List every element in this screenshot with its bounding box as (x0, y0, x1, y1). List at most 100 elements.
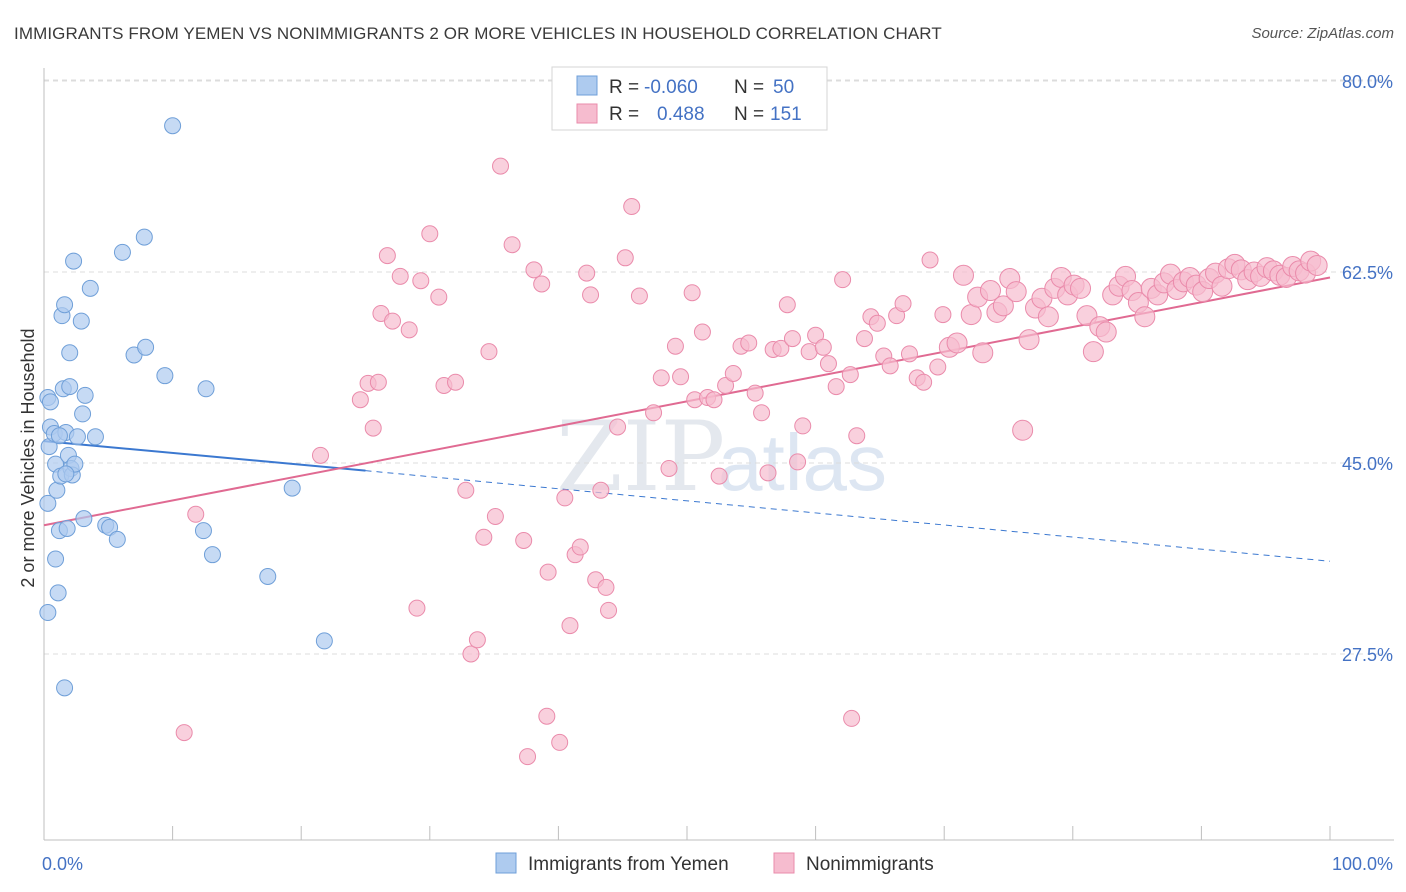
pink-point-71 (800, 343, 818, 361)
pink-point-38 (582, 286, 600, 304)
y-tick-label-1: 45.0% (1342, 454, 1393, 474)
pink-point-51 (672, 368, 690, 386)
pink-point-83 (881, 357, 899, 375)
pink-point-107 (1037, 306, 1059, 328)
pink-point-61 (740, 334, 758, 352)
blue-point-24 (68, 428, 86, 446)
watermark-zip: ZIP (556, 401, 725, 513)
pink-point-46 (630, 287, 648, 305)
pink-point-48 (652, 369, 670, 387)
trend-line-blue-dashed (365, 470, 1331, 562)
legend-n-label-pink: N = (734, 104, 764, 125)
pink-point-41 (597, 578, 615, 596)
pink-point-25 (503, 236, 521, 254)
blue-point-22 (65, 252, 83, 270)
pink-point-88 (915, 373, 933, 391)
legend-r-value-pink: 0.488 (657, 104, 705, 125)
bottom-legend-swatch-pink (773, 852, 795, 874)
pink-point-149 (1306, 254, 1328, 276)
pink-point-27 (519, 748, 537, 766)
blue-point-48 (61, 378, 79, 396)
pink-point-47 (645, 404, 663, 422)
pink-point-67 (778, 296, 796, 314)
pink-point-19 (462, 645, 480, 663)
pink-point-54 (693, 323, 711, 341)
bottom-legend: Immigrants from Yemen Nonimmigrants (495, 852, 934, 875)
blue-point-7 (47, 550, 65, 568)
blue-point-29 (81, 279, 99, 297)
pink-point-34 (561, 617, 579, 635)
pink-point-49 (660, 459, 678, 477)
pink-point-64 (759, 464, 777, 482)
legend-swatch-pink (576, 103, 598, 124)
pink-point-100 (992, 295, 1014, 317)
pink-point-0 (175, 724, 193, 742)
pink-point-57 (710, 467, 728, 485)
chart-title: IMMIGRANTS FROM YEMEN VS NONIMMIGRANTS 2… (14, 24, 942, 43)
pink-point-59 (724, 365, 742, 383)
pink-point-42 (600, 601, 618, 619)
pink-point-77 (841, 366, 859, 384)
blue-point-43 (259, 568, 277, 586)
pink-point-23 (486, 507, 504, 525)
pink-point-75 (827, 378, 845, 396)
blue-point-28 (76, 386, 94, 404)
pink-point-97 (972, 342, 994, 364)
pink-point-89 (921, 251, 939, 269)
pink-point-85 (894, 295, 912, 313)
blue-point-15 (56, 679, 74, 697)
pink-point-43 (609, 418, 627, 436)
blue-point-39 (164, 117, 182, 135)
bottom-legend-label-pink: Nonimmigrants (806, 854, 934, 875)
pink-point-94 (952, 264, 974, 286)
pink-point-86 (900, 345, 918, 363)
x-tick-label-1: 100.0% (1332, 854, 1393, 874)
pink-point-29 (533, 275, 551, 293)
blue-point-44 (283, 479, 301, 497)
pink-point-5 (364, 419, 382, 437)
legend-swatch-blue (576, 75, 598, 96)
pink-point-52 (683, 284, 701, 302)
pink-point-45 (623, 198, 641, 216)
pink-point-22 (480, 343, 498, 361)
pink-point-74 (819, 355, 837, 373)
pink-point-3 (351, 391, 369, 409)
pink-point-90 (929, 358, 947, 376)
blue-point-49 (57, 465, 75, 483)
blue-point-3 (39, 604, 57, 622)
bottom-legend-swatch-blue (495, 852, 517, 874)
pink-point-56 (705, 391, 723, 409)
blue-point-27 (75, 510, 93, 528)
legend-box (551, 66, 828, 131)
pink-point-1 (187, 505, 205, 523)
pink-point-76 (834, 271, 852, 289)
top-legend: R = -0.060 N = 50 R = 0.488 N = 151 (551, 66, 828, 131)
pink-point-91 (934, 306, 952, 324)
legend-n-value-pink: 151 (770, 104, 802, 125)
pink-point-103 (1012, 419, 1034, 441)
pink-point-9 (384, 312, 402, 330)
blue-point-42 (203, 546, 221, 564)
pink-point-20 (468, 631, 486, 649)
pink-point-73 (814, 338, 832, 356)
axes (43, 68, 1394, 841)
blue-point-32 (101, 518, 119, 536)
blue-point-41 (197, 380, 215, 398)
pink-point-93 (946, 332, 968, 354)
pink-point-26 (515, 531, 533, 549)
legend-n-value-blue: 50 (773, 77, 794, 98)
blue-point-8 (48, 481, 66, 499)
trend-line-blue (43, 440, 366, 472)
pink-point-62 (746, 384, 764, 402)
data-points (39, 117, 1328, 766)
grid (44, 79, 1394, 655)
pink-point-30 (538, 707, 556, 725)
y-axis-label: 2 or more Vehicles in Household (18, 328, 38, 587)
blue-point-37 (137, 338, 155, 356)
pink-point-17 (447, 373, 465, 391)
pink-point-18 (457, 481, 475, 499)
blue-point-33 (108, 530, 126, 548)
pink-point-14 (421, 225, 439, 243)
pink-point-122 (1134, 306, 1156, 328)
pink-point-8 (378, 247, 396, 265)
